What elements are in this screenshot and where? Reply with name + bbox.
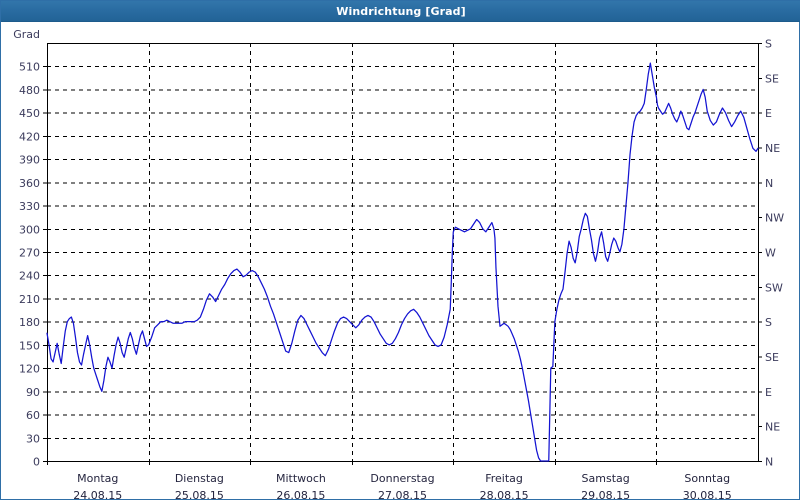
- window-title-bar: Windrichtung [Grad]: [1, 1, 800, 22]
- y-axis-tick-label: 300: [19, 223, 40, 236]
- wind-direction-line-chart: 0 30 60 90 120 150 180 210 240 270 300 330 360 390 420…: [13, 28, 784, 499]
- y-axis-unit-label: Grad: [13, 28, 40, 41]
- y-axis-tick-label: 270: [19, 247, 40, 260]
- x-axis-day-label: Montag: [77, 472, 118, 485]
- y-axis-tick-label: 60: [26, 409, 40, 422]
- y-axis-tick-label: 180: [19, 316, 40, 329]
- x-axis-date-label: 29.08.15: [581, 489, 630, 499]
- right-axis-tick-label: SE: [765, 351, 779, 364]
- page-title: Windrichtung [Grad]: [336, 5, 466, 18]
- x-axis-day-label: Sonntag: [684, 472, 730, 485]
- y-axis-tick-label: 510: [19, 61, 40, 74]
- x-axis-date-label: 27.08.15: [378, 489, 427, 499]
- right-axis-tick-label: NE: [765, 142, 780, 155]
- right-axis-tick-label: S: [765, 316, 772, 329]
- x-axis-date-label: 26.08.15: [276, 489, 325, 499]
- right-axis-tick-label: SW: [765, 281, 783, 294]
- right-axis-tick-label: N: [765, 177, 773, 190]
- x-axis-day-label: Donnerstag: [370, 472, 434, 485]
- right-axis-tick-label: S: [765, 38, 772, 51]
- x-axis-day-label: Dienstag: [175, 472, 224, 485]
- series-line-wind-direction: [46, 62, 759, 462]
- y-axis-tick-label: 480: [19, 84, 40, 97]
- y-axis-tick-label: 30: [26, 432, 40, 445]
- right-axis-tick-label: W: [765, 247, 776, 260]
- y-axis-tick-label: 360: [19, 177, 40, 190]
- x-axis-date-label: 28.08.15: [480, 489, 529, 499]
- y-axis-tick-label: 90: [26, 386, 40, 399]
- right-axis-tick-label: NE: [765, 421, 780, 434]
- right-axis-tick-label: SE: [765, 72, 779, 85]
- y-axis-tick-label: 210: [19, 293, 40, 306]
- y-axis-tick-label: 120: [19, 363, 40, 376]
- y-axis-tick-label: 150: [19, 339, 40, 352]
- chart-canvas: 0 30 60 90 120 150 180 210 240 270 300 330 360 390 420…: [1, 23, 799, 499]
- y-axis-tick-label: 390: [19, 154, 40, 167]
- x-axis-day-label: Freitag: [485, 472, 523, 485]
- x-axis-date-label: 24.08.15: [73, 489, 122, 499]
- x-axis-day-label: Mittwoch: [276, 472, 326, 485]
- y-axis-tick-label: 450: [19, 107, 40, 120]
- y-axis-tick-label: 240: [19, 270, 40, 283]
- right-axis-tick-label: NW: [765, 212, 784, 225]
- y-axis-tick-label: 0: [33, 456, 40, 469]
- plot-frame: [47, 43, 759, 462]
- x-axis-date-label: 30.08.15: [683, 489, 732, 499]
- right-axis-tick-label: N: [765, 456, 773, 469]
- y-axis-tick-label: 330: [19, 200, 40, 213]
- x-axis-date-label: 25.08.15: [175, 489, 224, 499]
- x-axis-day-label: Samstag: [582, 472, 630, 485]
- right-axis-tick-label: E: [765, 107, 772, 120]
- right-axis-tick-label: E: [765, 386, 772, 399]
- y-axis-tick-label: 420: [19, 130, 40, 143]
